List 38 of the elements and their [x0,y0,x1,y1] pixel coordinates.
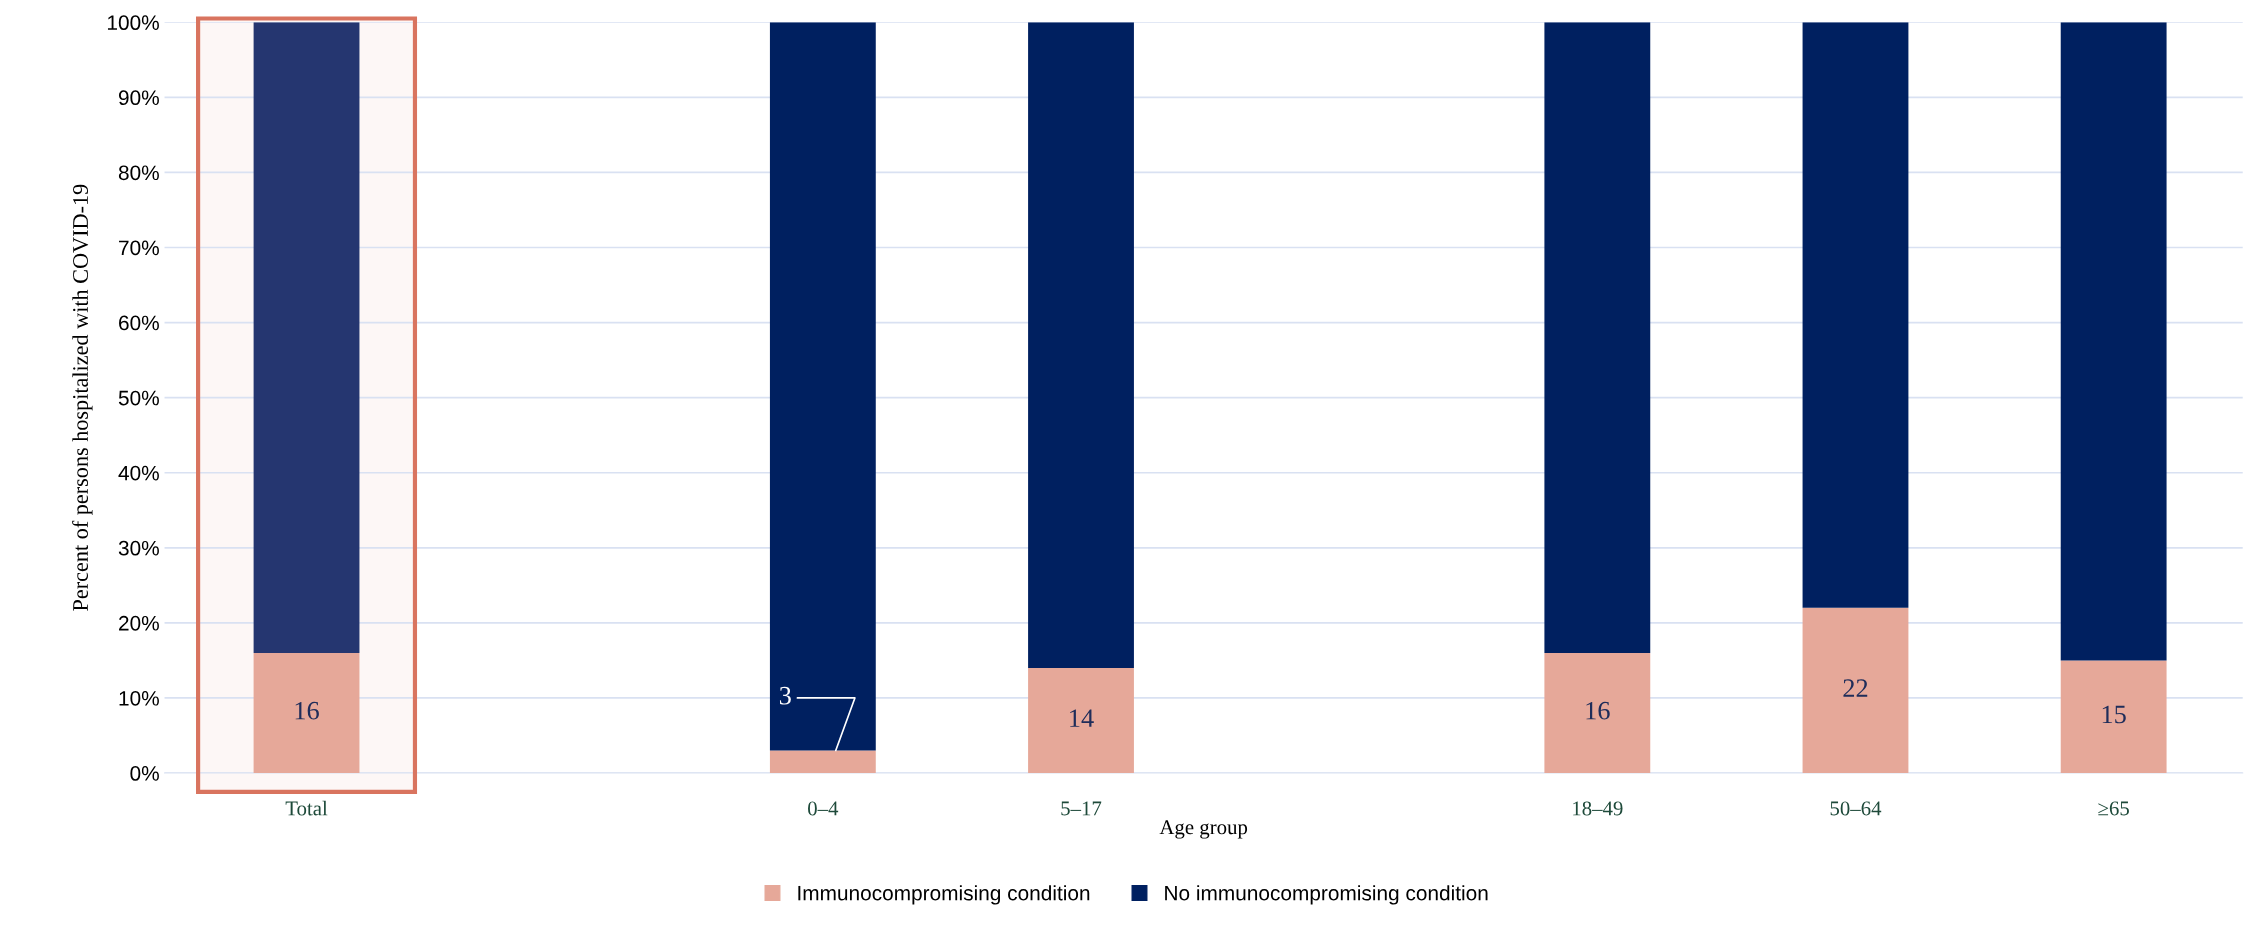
data-label: 16 [1586,701,1610,720]
bar [2060,22,2167,661]
y-tick-label: 100% [107,15,159,31]
y-tick-label: 60% [119,315,159,331]
x-tick-label: 18–49 [1573,801,1623,816]
x-tick-label: Total [285,800,328,816]
y-tick-label: 0% [130,766,159,781]
y-tick-label: 50% [118,390,159,406]
y-tick-label: 80% [118,165,159,181]
y-axis-title: Percent of persons hospitalized with COVID-19 [72,184,93,611]
bar [769,750,876,774]
y-tick-label: 10% [119,690,159,706]
y-tick-label: 20% [119,615,159,631]
x-tick-label: 5–17 [1061,801,1102,816]
bar [1802,607,1909,774]
bar [1028,22,1134,668]
x-tick-label: ≥65 [2098,801,2129,816]
bar [253,652,360,774]
y-tick-label: 70% [119,240,159,256]
x-tick-label: 0–4 [808,801,839,816]
y-tick-label: 30% [118,540,159,556]
y-tick-label: 90% [118,90,159,106]
data-label: 3 [779,686,791,705]
legend-label: Immunocompromising condition [798,885,1090,905]
y-tick-label: 40% [118,465,159,481]
x-tick-label: 50–64 [1830,801,1882,816]
bar [1544,652,1651,774]
data-label: 15 [2102,705,2126,724]
bar [2060,660,2167,774]
data-label: 16 [295,701,319,720]
x-axis-title: Age group [1159,820,1248,839]
data-label: 14 [1070,709,1094,727]
legend-label: No immunocompromising condition [1165,885,1488,905]
data-label: 22 [1843,679,1868,697]
bar [1544,22,1651,653]
bar [769,22,876,751]
bar [1028,667,1134,774]
bar [1802,22,1909,608]
